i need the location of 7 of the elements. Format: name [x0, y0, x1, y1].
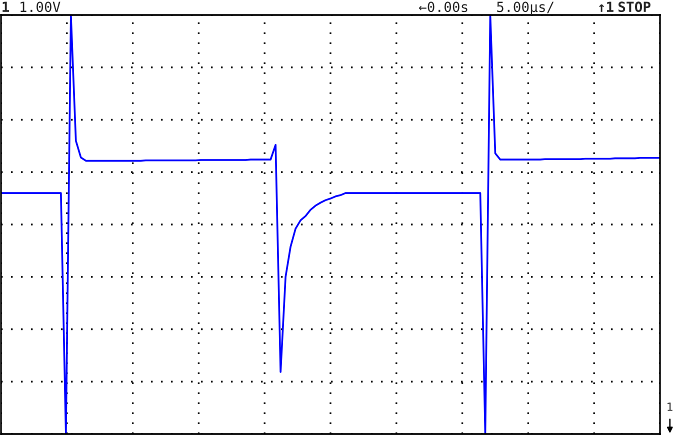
text: ←0.00s — [418, 2, 468, 12]
text: 1 — [2, 2, 10, 12]
text: 5.00µs/ — [497, 2, 554, 15]
text: ↑1 — [599, 2, 614, 12]
text: STOP — [618, 2, 650, 12]
text: 1.00V — [20, 2, 60, 12]
text: 1 — [668, 402, 672, 411]
